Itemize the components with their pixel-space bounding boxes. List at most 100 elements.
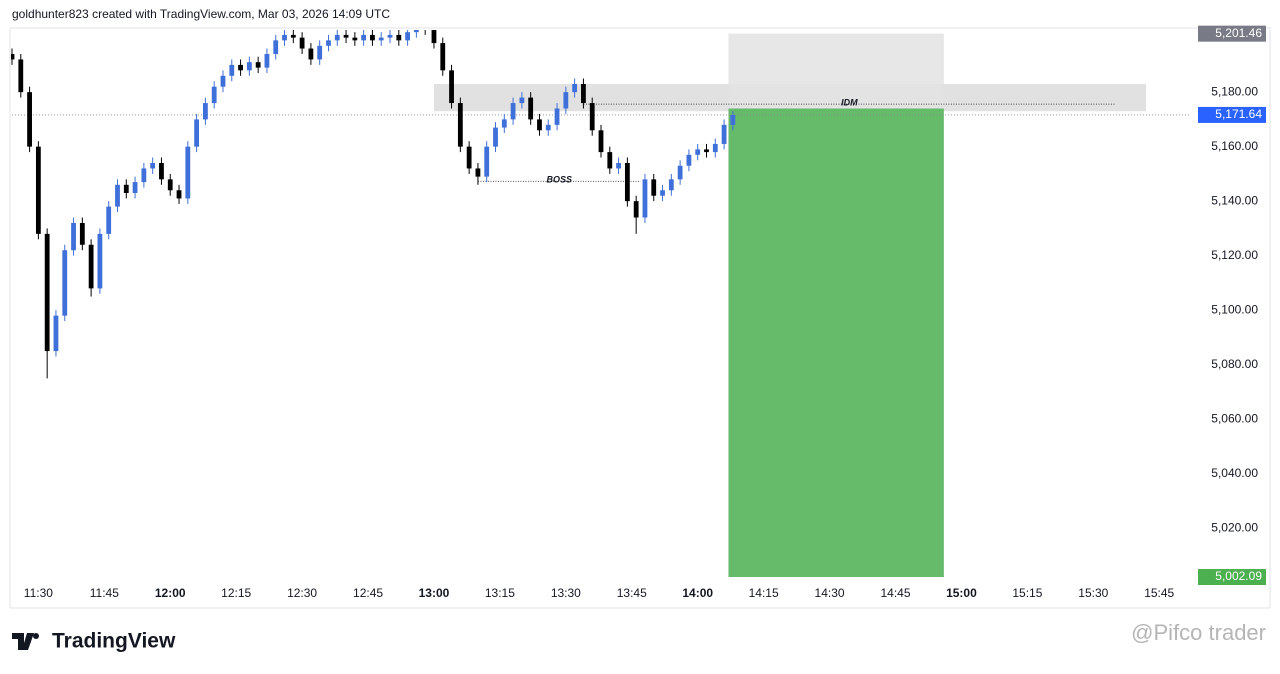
candle-body [194, 119, 200, 147]
plot-area: IDM BOSS [11, 30, 1190, 578]
target-price-label-bg [1198, 569, 1266, 586]
candle-body [695, 149, 701, 155]
candle-body [475, 168, 481, 177]
candle-body [273, 40, 279, 54]
candle-body [554, 108, 560, 125]
x-tick-label: 13:15 [485, 586, 515, 600]
candle-body [44, 233, 50, 352]
candle-body [642, 179, 648, 218]
x-tick-label: 12:45 [353, 586, 383, 600]
x-tick-label: 13:45 [617, 586, 647, 600]
candle-body [440, 43, 446, 71]
x-tick-label: 12:00 [155, 586, 186, 600]
candle-body [370, 34, 375, 41]
y-tick-label: 5,060.00 [1211, 411, 1258, 425]
candle-body [282, 34, 287, 41]
candle-body [264, 53, 270, 68]
candle-body [255, 62, 261, 68]
candle-body [150, 163, 156, 169]
chart-frame [9, 27, 1271, 609]
x-tick-label: 14:45 [880, 586, 910, 600]
candle-body [677, 165, 683, 180]
candle-body [18, 59, 24, 93]
candle-body [405, 32, 410, 41]
x-tick-label: 15:45 [1144, 586, 1174, 600]
candle-body [589, 103, 595, 131]
x-tick-label: 13:00 [419, 586, 450, 600]
logo: TradingView [12, 630, 176, 653]
y-tick-label: 5,040.00 [1211, 466, 1258, 480]
candle-body [246, 62, 252, 71]
y-tick-label: 5,080.00 [1211, 357, 1258, 371]
candle-body [387, 34, 393, 38]
candle-body [651, 179, 657, 196]
candle-body [27, 92, 32, 147]
annotation-label: BOSS [546, 175, 572, 185]
target-box [728, 108, 944, 578]
annotation-label: IDM [841, 98, 858, 108]
candle-body [167, 179, 173, 191]
candle-body [211, 86, 217, 104]
y-tick-label: 5,180.00 [1211, 84, 1258, 98]
candle-body [79, 222, 85, 245]
attribution: goldhunter823 created with TradingView.c… [12, 7, 390, 21]
candle-body [563, 92, 569, 109]
x-tick-label: 12:30 [287, 586, 317, 600]
candle-body [528, 97, 534, 120]
candle-body [616, 163, 621, 169]
candle-body [106, 206, 112, 234]
candle-body [62, 250, 68, 316]
candle-body [712, 143, 718, 153]
candle-body [704, 149, 709, 153]
candle-body [299, 37, 305, 49]
candle-body [413, 30, 419, 33]
x-tick-label: 15:15 [1012, 586, 1042, 600]
x-tick-label: 14:30 [815, 586, 845, 600]
x-tick-label: 15:30 [1078, 586, 1108, 600]
candle-body [501, 119, 507, 128]
candle-body [123, 184, 129, 193]
candle-body [493, 127, 498, 147]
x-tick-label: 15:00 [946, 586, 977, 600]
candle-body [352, 37, 358, 41]
y-tick-label: 5,160.00 [1211, 139, 1258, 153]
x-tick-label: 11:45 [90, 586, 119, 600]
candle-body [721, 124, 727, 144]
candle-body [361, 34, 367, 41]
x-tick-label: 12:15 [221, 586, 251, 600]
candle-body [668, 179, 674, 191]
candle-body [581, 83, 586, 104]
x-tick-label: 11:30 [24, 586, 53, 600]
last-price-label: 5,171.64 [1215, 107, 1262, 121]
candle-body [334, 34, 340, 41]
candle-body [598, 130, 604, 153]
candle-body [396, 34, 402, 41]
candle-body [53, 315, 59, 352]
candle-body [545, 124, 551, 131]
stop-price-label-bg [1198, 25, 1266, 42]
candle-body [308, 48, 314, 60]
candle-body [449, 70, 454, 104]
candle-body [730, 114, 736, 125]
candle-body [71, 222, 76, 251]
x-tick-label: 14:15 [749, 586, 779, 600]
candle-body [11, 53, 15, 60]
y-tick-label: 5,100.00 [1211, 302, 1258, 316]
y-tick-label: 5,140.00 [1211, 193, 1258, 207]
logo-icon [12, 633, 40, 650]
logo-dot [33, 633, 39, 639]
x-tick-label: 14:00 [682, 586, 713, 600]
candle-body [510, 103, 516, 120]
candle-body [624, 163, 630, 202]
candle-body [343, 34, 349, 38]
stop-box [728, 33, 944, 109]
candle-body [141, 168, 147, 183]
last-price-label-bg [1198, 106, 1266, 123]
candle-body [229, 64, 235, 76]
y-tick-label: 5,120.00 [1211, 248, 1258, 262]
x-tick-label: 13:30 [551, 586, 581, 600]
candle-body [633, 201, 639, 218]
y-tick-label: 5,020.00 [1211, 520, 1258, 534]
stop-price-label: 5,201.46 [1215, 26, 1262, 40]
